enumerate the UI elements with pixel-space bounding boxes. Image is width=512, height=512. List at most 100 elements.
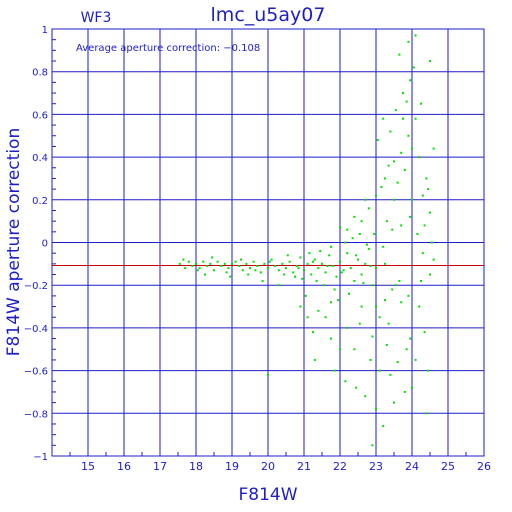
x-tick-label: 21: [297, 460, 311, 473]
data-point: [227, 267, 230, 270]
data-point: [364, 262, 367, 265]
data-point: [344, 241, 347, 244]
y-tick-labels: −1 −0.8 −0.6 −0.4 −0.2 0 0.2 0.4 0.6 0.8 1: [24, 25, 48, 463]
data-point: [394, 109, 397, 112]
data-point: [405, 100, 408, 103]
data-point: [225, 271, 228, 274]
data-point: [432, 258, 435, 261]
data-point: [339, 260, 341, 263]
data-point: [241, 269, 244, 272]
data-point: [353, 279, 356, 282]
data-point: [425, 412, 428, 415]
data-point: [420, 102, 422, 105]
plot-frame: [51, 28, 485, 457]
data-point: [366, 243, 368, 246]
y-tick-label: −1: [33, 452, 48, 463]
chart-title: lmc_u5ay07: [211, 4, 326, 26]
data-point: [317, 267, 320, 270]
data-point: [378, 369, 381, 372]
data-point: [360, 305, 363, 308]
data-point: [283, 273, 286, 276]
data-point: [306, 316, 309, 319]
y-axis-label: F814W aperture correction: [4, 128, 24, 356]
data-point: [407, 40, 410, 43]
data-point: [304, 294, 307, 297]
annotation-text: Average aperture correction: −0.108: [76, 43, 260, 54]
data-point: [421, 252, 424, 255]
data-point: [187, 260, 190, 263]
data-point: [371, 444, 374, 447]
data-point: [375, 305, 377, 308]
data-point: [358, 232, 361, 235]
data-point: [182, 258, 185, 261]
panel-label: WF3: [81, 10, 112, 26]
data-point: [202, 260, 205, 263]
data-point: [353, 215, 356, 218]
data-point: [195, 262, 197, 265]
data-point: [333, 288, 336, 291]
data-point: [387, 322, 390, 325]
data-point: [358, 322, 361, 325]
x-tick-label: 26: [477, 460, 491, 473]
data-point: [380, 185, 383, 188]
data-point: [427, 188, 430, 191]
data-point: [409, 79, 412, 82]
data-point: [211, 256, 214, 259]
data-point: [432, 147, 435, 150]
data-point: [369, 358, 372, 361]
data-point: [412, 66, 415, 69]
data-point: [339, 348, 341, 351]
data-point: [400, 224, 403, 227]
data-point: [355, 254, 358, 257]
data-point: [216, 260, 219, 263]
data-point: [259, 271, 262, 274]
x-tick-label: 22: [333, 460, 347, 473]
data-point: [268, 260, 271, 263]
data-point: [353, 348, 356, 351]
data-point: [384, 299, 386, 302]
data-point: [315, 279, 318, 282]
data-point: [382, 117, 385, 120]
data-point: [198, 267, 201, 270]
y-tick-label: −0.2: [24, 281, 48, 292]
data-point: [376, 139, 379, 142]
data-point: [299, 305, 302, 308]
data-point: [326, 264, 329, 267]
x-tick-label: 15: [81, 460, 95, 473]
data-point: [191, 264, 194, 267]
data-point: [261, 279, 264, 282]
data-point: [409, 337, 412, 340]
data-point: [407, 294, 410, 297]
data-point: [277, 284, 280, 287]
data-point: [220, 264, 223, 267]
data-point: [420, 279, 422, 282]
data-point: [411, 198, 413, 201]
data-point: [330, 337, 332, 340]
x-tick-label: 18: [189, 460, 203, 473]
data-point: [333, 369, 336, 372]
data-point: [393, 401, 395, 404]
data-point: [389, 130, 392, 133]
data-point: [360, 273, 363, 276]
data-points: [178, 34, 435, 447]
data-point: [267, 373, 269, 376]
data-point: [402, 117, 404, 120]
data-point: [394, 284, 397, 287]
data-point: [355, 386, 358, 389]
data-point: [297, 267, 300, 270]
data-point: [310, 273, 313, 276]
data-point: [342, 269, 345, 272]
data-point: [209, 262, 212, 265]
data-point: [391, 288, 394, 291]
data-point: [234, 260, 237, 263]
data-point: [267, 267, 269, 270]
y-tick-label: 0: [42, 239, 48, 250]
data-point: [385, 220, 388, 223]
data-point: [331, 264, 334, 267]
x-tick-label: 16: [117, 460, 131, 473]
data-point: [362, 282, 365, 285]
y-tick-label: −0.8: [24, 409, 48, 420]
data-point: [306, 262, 309, 265]
data-point: [429, 60, 431, 63]
data-point: [245, 262, 248, 265]
